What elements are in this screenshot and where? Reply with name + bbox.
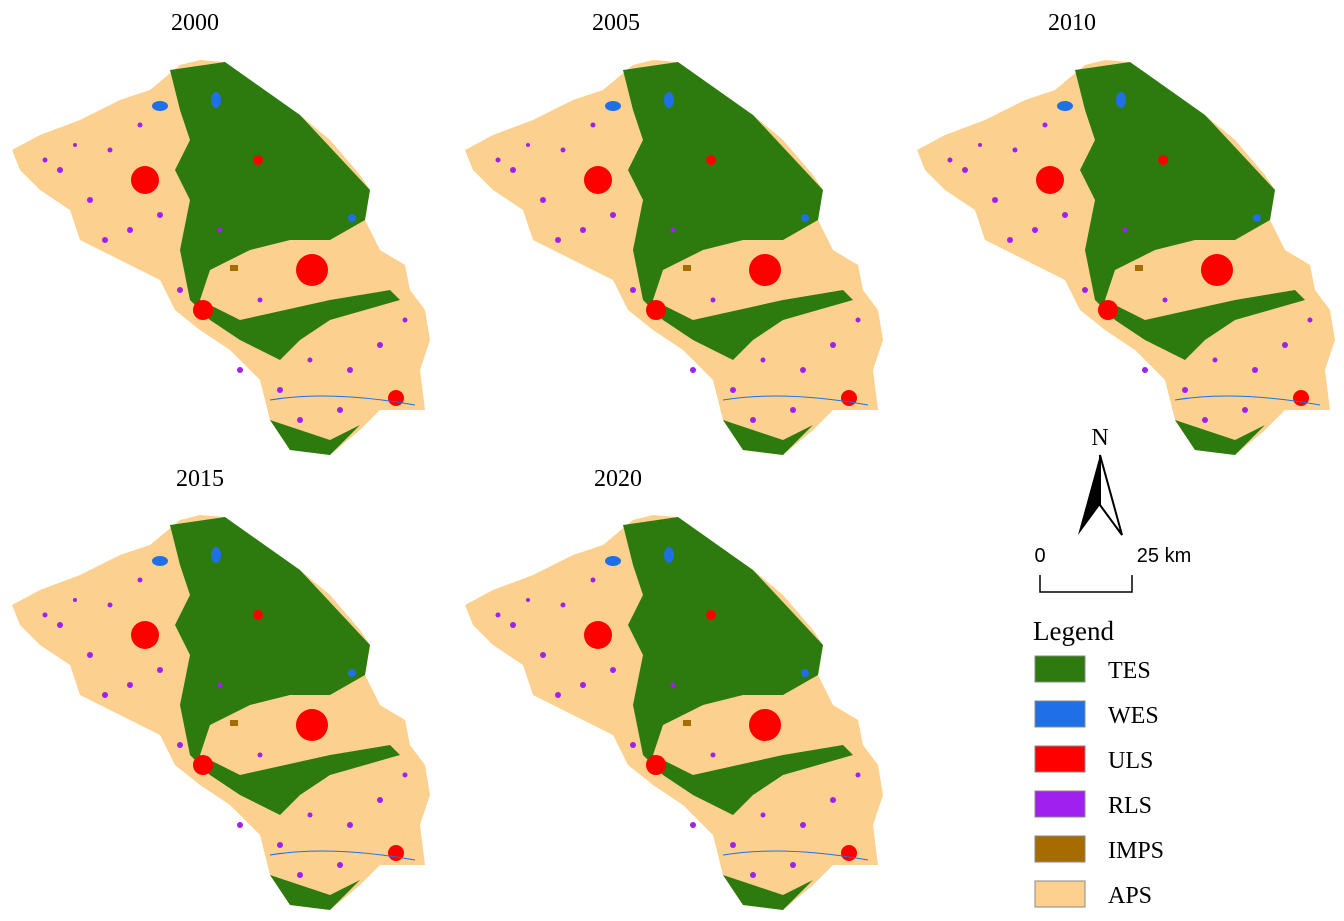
map-2000	[11, 59, 431, 456]
map-2015	[11, 514, 431, 911]
map-2020	[464, 514, 884, 911]
map-title: 2000	[171, 10, 219, 36]
scale-bar: 0 25 km	[1034, 545, 1191, 593]
legend-label: RLS	[1108, 793, 1152, 819]
legend: Legend TES WES ULS RLS IMPS APS	[1033, 616, 1164, 909]
scale-start: 0	[1034, 545, 1045, 567]
scale-end: 25 km	[1137, 545, 1191, 567]
map-2005	[464, 59, 884, 456]
legend-swatch	[1034, 835, 1086, 863]
map-title: 2020	[594, 466, 642, 492]
legend-label: APS	[1108, 883, 1152, 909]
legend-swatch	[1034, 700, 1086, 728]
legend-swatch	[1034, 655, 1086, 683]
map-title: 2005	[592, 10, 640, 36]
legend-label: IMPS	[1108, 838, 1164, 864]
legend-label: TES	[1108, 658, 1151, 684]
map-title: 2010	[1048, 10, 1096, 36]
legend-swatch	[1034, 790, 1086, 818]
legend-label: ULS	[1108, 748, 1153, 774]
legend-swatch	[1034, 745, 1086, 773]
legend-title: Legend	[1033, 616, 1114, 646]
north-label: N	[1091, 425, 1108, 451]
legend-swatch	[1034, 880, 1086, 908]
map-2010	[916, 59, 1336, 456]
north-arrow: N	[1078, 425, 1123, 536]
map-title: 2015	[176, 466, 224, 492]
legend-label: WES	[1108, 703, 1159, 729]
